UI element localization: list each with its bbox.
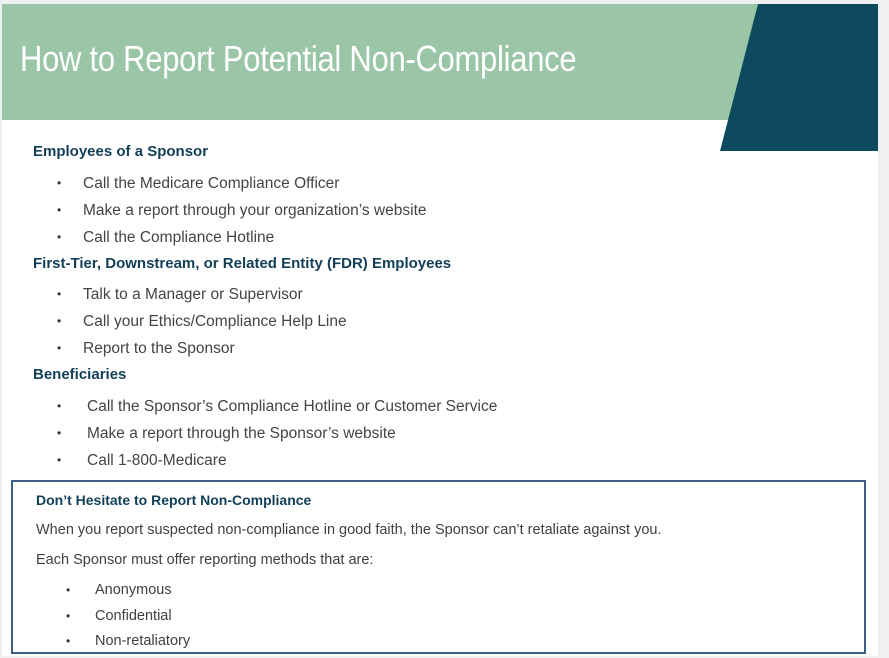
bullet-icon: • bbox=[57, 203, 62, 217]
callout-text-methods: Each Sponsor must offer reporting method… bbox=[36, 552, 374, 568]
list-item-label: Call the Medicare Compliance Officer bbox=[83, 175, 340, 192]
list-item-label: Report to the Sponsor bbox=[83, 340, 235, 357]
bullet-icon: • bbox=[57, 341, 62, 355]
list-item-label: Anonymous bbox=[95, 582, 172, 598]
list-item-label: Confidential bbox=[95, 607, 172, 624]
list-item-label: Make a report through your organization’… bbox=[83, 202, 427, 219]
list-item-label: Talk to a Manager or Supervisor bbox=[83, 286, 303, 303]
section-heading-fdr: First-Tier, Downstream, or Related Entit… bbox=[33, 255, 452, 272]
list-item-label: Call 1-800-Medicare bbox=[87, 452, 227, 469]
bullet-icon: • bbox=[57, 230, 62, 244]
list-item-label: Make a report through the Sponsor’s webs… bbox=[87, 425, 396, 442]
bullet-icon: • bbox=[66, 608, 71, 623]
title-band bbox=[2, 4, 878, 120]
bullet-icon: • bbox=[57, 453, 62, 467]
callout-title: Don’t Hesitate to Report Non-Compliance bbox=[36, 492, 312, 508]
bullet-icon: • bbox=[57, 176, 62, 190]
bullet-icon: • bbox=[57, 399, 62, 413]
section-heading-beneficiaries: Beneficiaries bbox=[33, 366, 127, 383]
bullet-icon: • bbox=[57, 287, 62, 301]
list-item-label: Non-retaliatory bbox=[95, 633, 191, 649]
list-item-label: Call your Ethics/Compliance Help Line bbox=[83, 313, 347, 330]
list-item-label: Call the Sponsor’s Compliance Hotline or… bbox=[87, 398, 498, 415]
bullet-icon: • bbox=[66, 583, 71, 597]
list-item-label: Call the Compliance Hotline bbox=[83, 229, 275, 246]
callout-box: Don’t Hesitate to Report Non-Compliance … bbox=[11, 480, 866, 654]
page-title: How to Report Potential Non-Compliance bbox=[20, 38, 577, 79]
bullet-icon: • bbox=[57, 314, 62, 328]
corner-accent bbox=[720, 4, 878, 151]
callout-text-good-faith: When you report suspected non-compliance… bbox=[36, 522, 662, 538]
slide: How to Report Potential Non-Compliance E… bbox=[2, 4, 878, 656]
bullet-icon: • bbox=[66, 634, 71, 648]
bullet-icon: • bbox=[57, 426, 62, 440]
section-heading-employees: Employees of a Sponsor bbox=[33, 143, 209, 160]
